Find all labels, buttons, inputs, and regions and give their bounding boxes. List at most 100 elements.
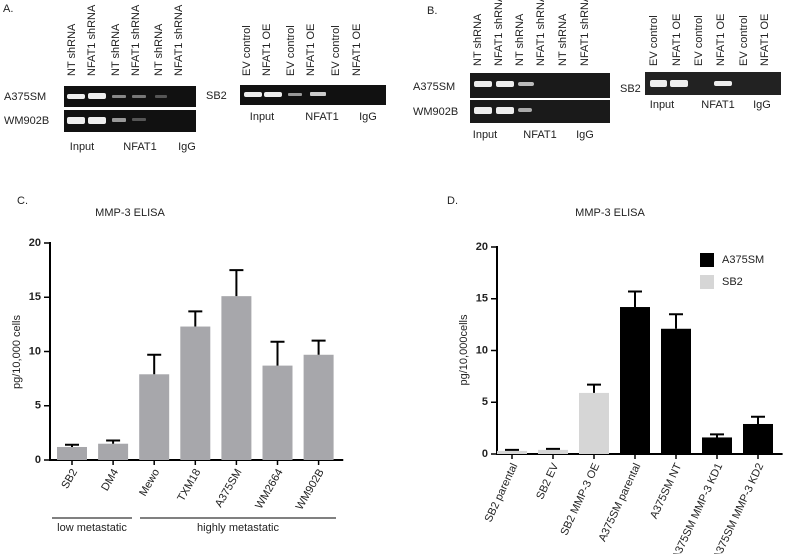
- lane-label: NT shRNA: [557, 13, 569, 66]
- x-tick-label: A375SM NT: [648, 461, 684, 521]
- x-tick-label: SB2 EV: [534, 461, 561, 502]
- lane-label: NFAT1 shRNA: [130, 4, 142, 76]
- y-axis-label: pg/10,000 cells: [11, 315, 23, 389]
- y-tick-label: 20: [29, 237, 41, 249]
- lane-label: EV control: [738, 15, 750, 66]
- lane-label: EV control: [693, 15, 705, 66]
- group-label: NFAT1: [305, 111, 338, 123]
- lane-label: NT shRNA: [66, 23, 78, 76]
- lane-label: EV control: [285, 25, 297, 76]
- legend-swatch: [700, 253, 714, 267]
- panel-label: A.: [3, 3, 13, 15]
- y-tick-label: 15: [476, 293, 488, 305]
- y-tick-label: 0: [35, 454, 41, 466]
- lane-label: NFAT1 OE: [715, 14, 727, 66]
- y-tick-label: 5: [482, 396, 488, 408]
- group-label: low metastatic: [57, 522, 127, 534]
- row-label: SB2: [206, 90, 227, 102]
- bar: [98, 443, 129, 460]
- error-bar: [628, 290, 642, 308]
- x-tick-label: A375SM: [213, 467, 244, 510]
- bar: [262, 365, 293, 460]
- panel-label: B.: [427, 5, 437, 17]
- error-bar: [65, 443, 79, 447]
- group-label: Input: [650, 99, 674, 111]
- bar: [702, 437, 732, 454]
- error-bar: [229, 269, 244, 297]
- lane-label: EV control: [241, 25, 253, 76]
- group-label: Input: [473, 129, 497, 141]
- legend-swatch: [700, 275, 714, 289]
- group-label: NFAT1: [523, 129, 556, 141]
- y-tick-label: 0: [482, 448, 488, 460]
- group-label: IgG: [359, 111, 377, 123]
- error-bar: [710, 433, 724, 438]
- chart-title: MMP-3 ELISA: [575, 207, 645, 219]
- bar: [57, 446, 87, 460]
- x-tick-label: TXM18: [175, 467, 203, 504]
- legend-label: A375SM: [722, 254, 764, 266]
- bar: [538, 449, 568, 454]
- chart-title: MMP-3 ELISA: [95, 207, 165, 219]
- group-label: IgG: [753, 99, 771, 111]
- panel-label: D.: [447, 195, 458, 207]
- error-bar: [505, 448, 519, 451]
- lane-label: NFAT1 shRNA: [173, 4, 185, 76]
- lane-label: NFAT1 shRNA: [535, 0, 547, 66]
- bar: [180, 326, 211, 460]
- group-label: IgG: [178, 141, 196, 153]
- x-tick-label: DM4: [99, 467, 121, 493]
- error-bar: [751, 415, 765, 424]
- group-label: Input: [70, 141, 94, 153]
- lane-label: NFAT1 OE: [261, 24, 273, 76]
- y-tick-label: 10: [476, 344, 488, 356]
- row-label: SB2: [620, 83, 641, 95]
- group-label: highly metastatic: [197, 522, 279, 534]
- bar: [743, 423, 773, 454]
- x-tick-label: SB2: [59, 467, 80, 491]
- error-bar: [669, 313, 683, 329]
- error-bar: [106, 439, 121, 444]
- error-bar: [546, 447, 560, 450]
- y-tick-label: 20: [476, 241, 488, 253]
- x-tick-label: Mewo: [137, 467, 162, 498]
- error-bar: [311, 339, 326, 355]
- bar: [139, 374, 170, 460]
- x-tick-label: A375SM parental: [597, 461, 644, 543]
- y-tick-label: 5: [35, 400, 41, 412]
- group-label: IgG: [576, 129, 594, 141]
- x-tick-label: WM902B: [294, 467, 327, 512]
- lane-label: NT shRNA: [514, 13, 526, 66]
- lane-label: NT shRNA: [472, 13, 484, 66]
- group-label: Input: [250, 111, 274, 123]
- group-label: NFAT1: [123, 141, 156, 153]
- lane-label: NFAT1 OE: [759, 14, 771, 66]
- row-label: WM902B: [413, 106, 458, 118]
- lane-label: NFAT1 OE: [305, 24, 317, 76]
- lane-label: NFAT1 OE: [351, 24, 363, 76]
- y-tick-label: 10: [29, 345, 41, 357]
- x-tick-label: SB2 MMP-3 OE: [558, 461, 602, 537]
- bar: [303, 354, 334, 460]
- row-label: A375SM: [4, 91, 46, 103]
- x-tick-label: WM2664: [253, 467, 285, 511]
- error-bar: [188, 310, 203, 327]
- lane-label: NFAT1 shRNA: [579, 0, 591, 66]
- lane-label: NFAT1 OE: [671, 14, 683, 66]
- lane-label: NT shRNA: [153, 23, 165, 76]
- x-tick-label: SB2 parental: [483, 461, 521, 524]
- group-label: NFAT1: [701, 99, 734, 111]
- row-label: A375SM: [413, 81, 455, 93]
- bar: [620, 307, 650, 454]
- bar: [579, 392, 609, 454]
- gel-image: [64, 72, 781, 132]
- y-axis-label: pg/10,000cells: [458, 314, 470, 385]
- panel-label: C.: [17, 195, 28, 207]
- lane-label: NFAT1 shRNA: [86, 4, 98, 76]
- row-label: WM902B: [4, 115, 49, 127]
- lane-label: EV control: [330, 25, 342, 76]
- bar: [221, 296, 252, 460]
- legend-label: SB2: [722, 276, 743, 288]
- bar: [661, 328, 691, 454]
